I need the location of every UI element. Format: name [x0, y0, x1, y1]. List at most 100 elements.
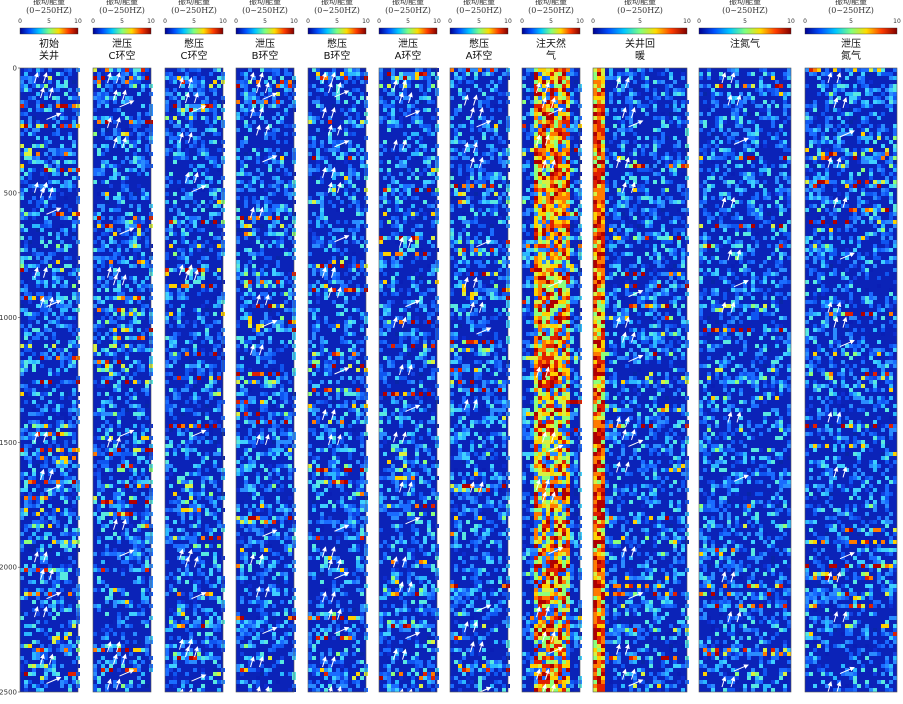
- heatmap-cell: [308, 84, 312, 88]
- heatmap-cell: [48, 416, 52, 420]
- heatmap-cell: [125, 300, 129, 304]
- heatmap-cell: [348, 132, 352, 136]
- annotation-arrow: [191, 429, 207, 437]
- heatmap-cell: [64, 416, 68, 420]
- heatmap-cell: [205, 512, 209, 516]
- annotation-arrow: [42, 431, 48, 443]
- heatmap-cell: [36, 336, 40, 340]
- heatmap-cell: [32, 540, 36, 544]
- heatmap-cell: [101, 224, 105, 228]
- heatmap-cell: [20, 436, 24, 440]
- heatmap-cell: [24, 308, 28, 312]
- heatmap-cell: [336, 228, 340, 232]
- heatmap-cell: [360, 312, 364, 316]
- heatmap-cell: [145, 588, 149, 592]
- heatmap-cell: [105, 100, 109, 104]
- heatmap-cell: [165, 180, 169, 184]
- heatmap-cell: [272, 636, 276, 640]
- heatmap-cell: [356, 68, 360, 72]
- heatmap-cell: [201, 640, 205, 644]
- heatmap-cell: [101, 320, 105, 324]
- heatmap-cell: [272, 136, 276, 140]
- heatmap-cell: [145, 164, 149, 168]
- heatmap-cell: [181, 112, 185, 116]
- heatmap-cell: [256, 360, 260, 364]
- heatmap-cell: [32, 364, 36, 368]
- heatmap-cell: [193, 112, 197, 116]
- heatmap-cell: [181, 644, 185, 648]
- heatmap-cell: [344, 112, 348, 116]
- heatmap-cell: [97, 340, 101, 344]
- heatmap-cell: [260, 664, 264, 668]
- heatmap-cell: [72, 168, 76, 172]
- heatmap-cell: [272, 588, 276, 592]
- heatmap-cell: [340, 284, 344, 288]
- heatmap-cell: [205, 312, 209, 316]
- heatmap-cell: [185, 444, 189, 448]
- heatmap-cell: [328, 260, 332, 264]
- heatmap-cell: [177, 332, 181, 336]
- heatmap-cell: [240, 376, 244, 380]
- heatmap-cell: [68, 532, 72, 536]
- heatmap-cell: [113, 196, 117, 200]
- heatmap-cell: [197, 260, 201, 264]
- heatmap-cell: [209, 244, 213, 248]
- heatmap-cell: [181, 448, 185, 452]
- heatmap-cell: [52, 460, 56, 464]
- annotation-arrow: [119, 549, 135, 557]
- heatmap-cell: [101, 656, 105, 660]
- heatmap-cell: [24, 360, 28, 364]
- heatmap-cell: [109, 504, 113, 508]
- heatmap-cell: [320, 108, 324, 112]
- heatmap-cell: [113, 492, 117, 496]
- heatmap-cell: [44, 668, 48, 672]
- heatmap-cell: [348, 184, 352, 188]
- heatmap-cell: [24, 148, 28, 152]
- heatmap-cell: [72, 544, 76, 548]
- heatmap-cell: [28, 448, 32, 452]
- heatmap-cell: [93, 312, 97, 316]
- heatmap-cell: [20, 548, 24, 552]
- heatmap-cell: [276, 536, 280, 540]
- heatmap-cell: [56, 412, 60, 416]
- heatmap-cell: [20, 656, 24, 660]
- heatmap-cell: [352, 320, 356, 324]
- heatmap-cell: [332, 328, 336, 332]
- heatmap-cell: [316, 236, 320, 240]
- heatmap-cell: [177, 608, 181, 612]
- heatmap-cell: [213, 364, 217, 368]
- heatmap-cell: [240, 404, 244, 408]
- heatmap-cell: [360, 264, 364, 268]
- heatmap-cell: [189, 172, 193, 176]
- heatmap-cell: [24, 592, 28, 596]
- heatmap-cell: [340, 140, 344, 144]
- heatmap-cell: [213, 584, 217, 588]
- heatmap-cell: [36, 292, 40, 296]
- heatmap-cell: [236, 240, 240, 244]
- heatmap-cell: [177, 480, 181, 484]
- heatmap-cell: [248, 396, 252, 400]
- heatmap-cell: [105, 688, 109, 692]
- heatmap-cell: [173, 680, 177, 684]
- heatmap-cell: [201, 188, 205, 192]
- heatmap-cell: [56, 580, 60, 584]
- heatmap-cell: [324, 348, 328, 352]
- heatmap-cell: [264, 640, 268, 644]
- heatmap-cell: [209, 376, 213, 380]
- heatmap-cell: [268, 416, 272, 420]
- heatmap-cell: [20, 392, 24, 396]
- heatmap-cell: [236, 612, 240, 616]
- heatmap-cell: [97, 256, 101, 260]
- heatmap-cell: [288, 272, 292, 276]
- heatmap-cell: [101, 460, 105, 464]
- heatmap-cell: [284, 440, 288, 444]
- heatmap-cell: [113, 172, 117, 176]
- heatmap-cell: [276, 92, 280, 96]
- heatmap-cell: [101, 260, 105, 264]
- heatmap-cell: [201, 84, 205, 88]
- heatmap-cell: [133, 144, 137, 148]
- heatmap-cell: [56, 268, 60, 272]
- heatmap-cell: [268, 284, 272, 288]
- heatmap-cell: [181, 348, 185, 352]
